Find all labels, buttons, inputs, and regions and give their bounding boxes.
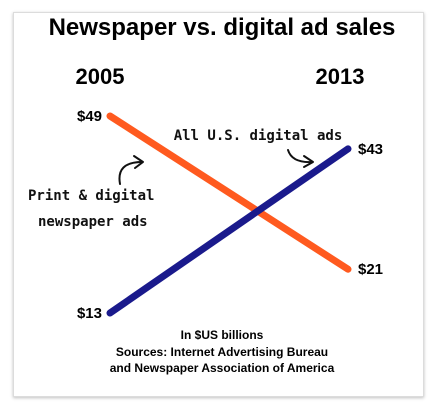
annotation-arrow-digital: [287, 149, 313, 164]
source-line-1: Sources: Internet Advertising Bureau: [116, 345, 328, 359]
unit-note: In $US billions: [181, 328, 264, 342]
annotation-arrowhead-newspaper: [133, 155, 144, 169]
x-tick-label-2005: 2005: [76, 64, 125, 89]
chart-frame: [13, 12, 424, 397]
data-label-newspaper-2013: $21: [358, 261, 383, 278]
annotation-newspaper-ads-line1: Print & digital: [28, 188, 154, 204]
source-line-2: and Newspaper Association of America: [110, 361, 335, 375]
data-label-digital-2005: $13: [77, 305, 102, 322]
annotation-digital-ads: All U.S. digital ads: [174, 128, 343, 144]
data-label-newspaper-2005: $49: [77, 108, 102, 125]
series-line-newspaper: [106, 112, 352, 273]
data-label-digital-2013: $43: [358, 141, 383, 158]
chart-title: Newspaper vs. digital ad sales: [49, 14, 396, 41]
annotation-arrow-newspaper: [118, 161, 143, 185]
series-line-digital: [106, 145, 352, 317]
annotation-newspaper-ads-line2: newspaper ads: [38, 214, 148, 230]
x-tick-label-2013: 2013: [316, 64, 365, 89]
annotation-arrowhead-digital: [303, 155, 314, 168]
